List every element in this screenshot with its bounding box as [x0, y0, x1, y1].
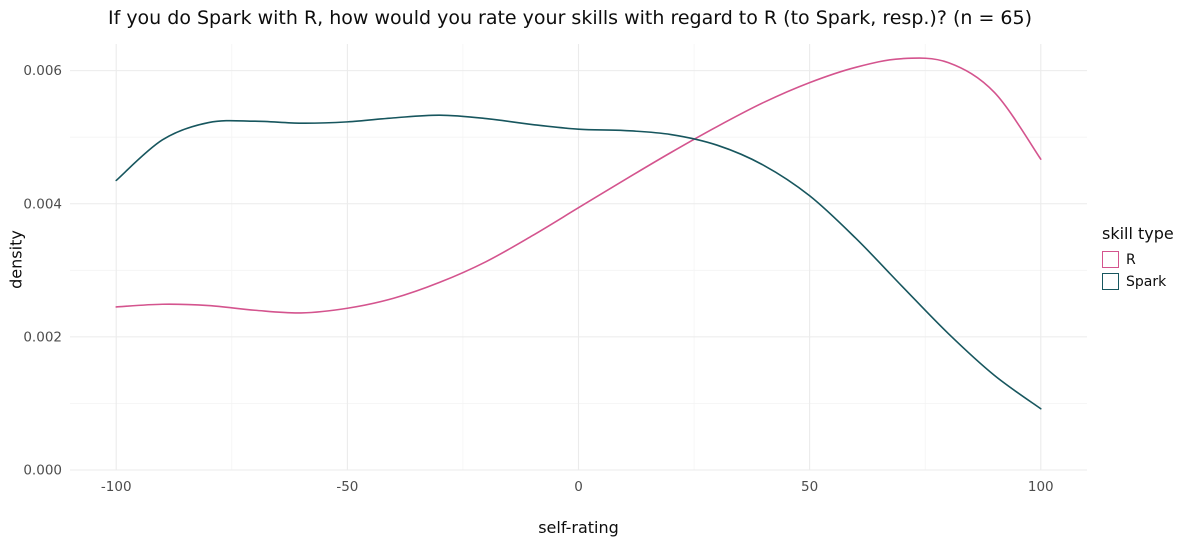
x-tick-label: 100	[1028, 479, 1054, 495]
series-line-spark	[115, 114, 1042, 410]
legend-item-r: R	[1102, 251, 1174, 268]
x-tick-label: 0	[574, 479, 583, 495]
legend-title: skill type	[1102, 224, 1174, 243]
legend-swatch-r	[1102, 251, 1119, 268]
plot-area: 0.000 0.002 0.004 0.006 -100 -50 0 50 100	[23, 44, 1087, 495]
y-tick-label: 0.004	[23, 196, 62, 212]
y-tick-label: 0.002	[23, 329, 62, 345]
x-tick-label: -100	[101, 479, 132, 495]
chart-title: If you do Spark with R, how would you ra…	[107, 7, 1033, 29]
legend-label-spark: Spark	[1126, 273, 1167, 290]
y-tick-label: 0.006	[23, 63, 62, 79]
legend-label-r: R	[1126, 251, 1136, 268]
x-tick-label: 50	[801, 479, 818, 495]
y-tick-label: 0.000	[23, 463, 62, 479]
series-line-r	[115, 57, 1042, 314]
legend-items: R Spark	[1102, 251, 1174, 290]
y-axis-label: density	[6, 230, 26, 289]
x-tick-label: -50	[336, 479, 358, 495]
legend: skill type R Spark	[1102, 224, 1174, 295]
legend-item-spark: Spark	[1102, 273, 1174, 290]
x-axis-label: self-rating	[538, 518, 619, 537]
legend-swatch-spark	[1102, 273, 1119, 290]
